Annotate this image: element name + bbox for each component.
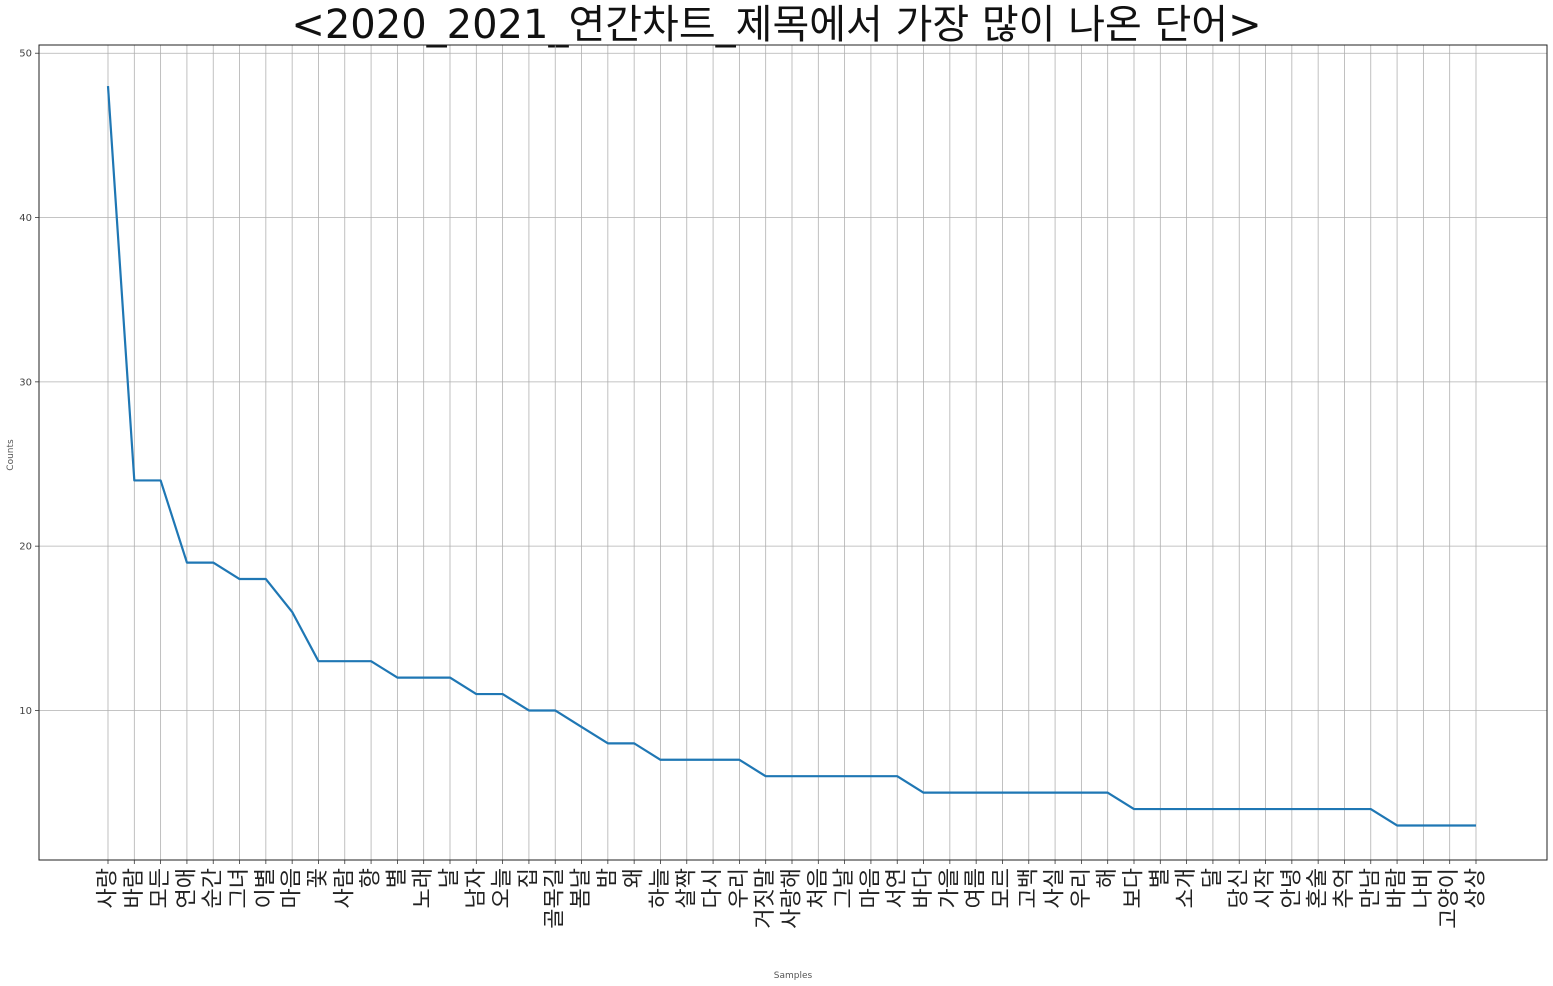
x-tick-label: 사랑해 bbox=[780, 868, 805, 929]
x-tick-label: 별 bbox=[1148, 868, 1173, 888]
x-tick-label: 모든 bbox=[148, 868, 173, 908]
y-tick-label: 20 bbox=[19, 542, 32, 553]
x-tick-label: 다시 bbox=[701, 868, 726, 908]
x-tick-label: 날 bbox=[438, 868, 463, 888]
x-tick-label: 마음 bbox=[280, 868, 305, 908]
y-axis-label: Counts bbox=[6, 439, 16, 471]
series-line bbox=[106, 86, 1476, 827]
x-tick-label: 나비 bbox=[1411, 868, 1436, 908]
y-tick-label: 10 bbox=[19, 706, 32, 717]
grid-layer bbox=[39, 45, 1547, 860]
x-tick-label: 만남 bbox=[1358, 868, 1383, 908]
x-tick-label: 추억 bbox=[1332, 868, 1357, 908]
x-tick-label: 사실 bbox=[1043, 868, 1068, 908]
x-tick-label: 순간 bbox=[201, 868, 226, 908]
x-tick-label: 밤 bbox=[595, 868, 620, 888]
x-tick-label: 서연 bbox=[885, 868, 910, 908]
x-tick-label: 꽃 bbox=[306, 868, 331, 888]
x-tick-label: 왜 bbox=[622, 868, 647, 888]
x-tick-label: 바다 bbox=[911, 868, 936, 908]
x-tick-label: 집 bbox=[516, 868, 541, 888]
x-tick-label: 상상 bbox=[1464, 868, 1489, 908]
x-tick-label: 봄날 bbox=[569, 868, 594, 908]
y-tick-label: 40 bbox=[19, 213, 32, 224]
y-tick-label: 50 bbox=[19, 49, 32, 60]
x-tick-label: 노래 bbox=[411, 868, 436, 908]
x-tick-label: 우리 bbox=[1069, 868, 1094, 908]
chart-title: <2020_2021_연간차트_제목에서 가장 많이 나온 단어> bbox=[291, 2, 1262, 48]
x-tick-label: 골목길 bbox=[543, 868, 568, 929]
x-tick-label: 가을 bbox=[937, 868, 962, 908]
x-tick-label: 향 bbox=[359, 868, 384, 888]
x-tick-label: 하늘 bbox=[648, 868, 673, 908]
x-tick-label: 시작 bbox=[1253, 868, 1278, 908]
x-tick-label: 여름 bbox=[964, 868, 989, 908]
x-tick-label: 고백 bbox=[1016, 868, 1041, 908]
x-tick-label: 달 bbox=[1200, 868, 1225, 888]
plot-frame bbox=[38, 44, 1548, 861]
x-tick-label: 별 bbox=[385, 868, 410, 888]
x-tick-label: 해 bbox=[1095, 868, 1120, 888]
x-axis-label: Samples bbox=[774, 971, 813, 981]
x-tick-label: 살짝 bbox=[674, 868, 699, 908]
x-tick-label: 사람 bbox=[332, 868, 357, 908]
x-tick-label: 이별 bbox=[253, 868, 278, 908]
x-tick-label: 오늘 bbox=[490, 868, 515, 908]
x-tick-label: 혼술 bbox=[1306, 868, 1331, 908]
x-tick-label: 마음 bbox=[858, 868, 883, 908]
x-tick-label: 그날 bbox=[832, 868, 857, 908]
x-tick-label: 남자 bbox=[464, 868, 489, 908]
x-tick-label: 보다 bbox=[1122, 868, 1147, 908]
x-tick-label: 소개 bbox=[1174, 868, 1199, 908]
x-tick-label: 고양이 bbox=[1437, 868, 1462, 929]
y-axis: 10 20 30 40 50 bbox=[19, 49, 39, 717]
x-tick-label: 그녀 bbox=[227, 868, 252, 908]
x-tick-label: 거짓말 bbox=[753, 868, 778, 929]
x-tick-label: 바람 bbox=[1385, 868, 1410, 908]
x-tick-label: 우리 bbox=[727, 868, 752, 908]
x-tick-label: 연애 bbox=[174, 868, 199, 908]
x-tick-label: 모르 bbox=[990, 868, 1015, 908]
x-tick-label: 안녕 bbox=[1279, 868, 1304, 908]
x-tick-label: 당신 bbox=[1227, 868, 1252, 908]
x-tick-label: 사랑 bbox=[96, 868, 121, 908]
x-tick-label: 바람 bbox=[122, 868, 147, 908]
x-axis: 사랑 바람 모든 연애 순간 그녀 이별 마음 꽃 사람 향 별 노래 날 남자 오늘 집 골목길 봄날 밤 왜 하늘 살짝… bbox=[96, 860, 1489, 929]
x-tick-label: 처음 bbox=[806, 868, 831, 908]
y-tick-label: 30 bbox=[19, 377, 32, 388]
